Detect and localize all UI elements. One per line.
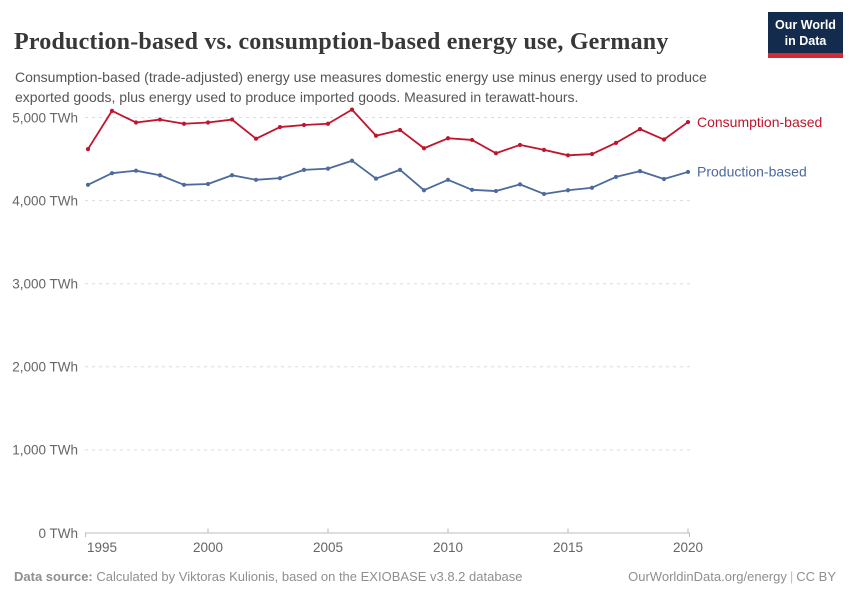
data-point-consumption-based-2005[interactable]: [325, 121, 331, 126]
x-axis-tick-label: 1995: [87, 540, 117, 555]
license-badge: CC BY: [796, 569, 836, 584]
series-label-production-based[interactable]: Production-based: [697, 164, 807, 180]
y-axis-tick-label: 1,000 TWh: [12, 443, 78, 458]
data-point-consumption-based-1998[interactable]: [157, 117, 163, 122]
data-point-production-based-2013[interactable]: [517, 182, 523, 187]
series-line-consumption-based[interactable]: [87, 108, 689, 157]
data-point-consumption-based-2010[interactable]: [445, 136, 451, 141]
data-point-production-based-2020[interactable]: [685, 169, 691, 175]
data-point-consumption-based-2007[interactable]: [373, 133, 379, 138]
data-point-production-based-2007[interactable]: [373, 176, 379, 181]
data-point-consumption-based-2020[interactable]: [685, 119, 691, 125]
data-point-production-based-2019[interactable]: [661, 176, 667, 182]
data-point-production-based-2003[interactable]: [277, 176, 283, 181]
x-axis-tick-label: 2015: [553, 540, 583, 555]
x-axis-tick-label: 2005: [313, 540, 343, 555]
y-axis-tick-label: 4,000 TWh: [12, 193, 78, 208]
owid-logo-line2: in Data: [784, 34, 827, 49]
data-point-production-based-2009[interactable]: [421, 188, 427, 193]
data-point-consumption-based-1999[interactable]: [181, 121, 187, 126]
series-line-production-based[interactable]: [87, 159, 689, 195]
footer-links: OurWorldinData.org/energy | CC BY: [628, 569, 836, 584]
data-point-production-based-1999[interactable]: [181, 182, 187, 187]
y-axis-tick-label: 3,000 TWh: [12, 277, 78, 292]
data-point-consumption-based-2018[interactable]: [637, 127, 643, 132]
data-point-production-based-2004[interactable]: [301, 167, 307, 172]
data-point-production-based-2011[interactable]: [469, 187, 475, 192]
data-point-consumption-based-2011[interactable]: [469, 137, 475, 143]
data-point-consumption-based-1996[interactable]: [109, 108, 115, 113]
data-point-production-based-1995[interactable]: [85, 182, 91, 187]
data-point-consumption-based-2012[interactable]: [493, 151, 499, 156]
footer: Data source: Calculated by Viktoras Kuli…: [14, 569, 836, 584]
data-point-production-based-2000[interactable]: [205, 181, 211, 187]
data-point-production-based-2010[interactable]: [445, 177, 451, 182]
data-point-consumption-based-2000[interactable]: [205, 120, 211, 125]
data-point-consumption-based-2016[interactable]: [589, 151, 595, 157]
data-point-production-based-2018[interactable]: [637, 168, 643, 174]
data-source: Data source: Calculated by Viktoras Kuli…: [14, 569, 523, 584]
data-point-consumption-based-1995[interactable]: [85, 146, 91, 152]
page-title: Production-based vs. consumption-based e…: [14, 29, 669, 56]
owid-logo-line1: Our World: [775, 18, 836, 32]
owid-logo[interactable]: Our World in Data: [768, 12, 843, 58]
data-point-production-based-2015[interactable]: [565, 188, 571, 193]
data-point-consumption-based-2019[interactable]: [661, 137, 667, 142]
data-point-consumption-based-2017[interactable]: [613, 140, 619, 145]
y-axis-tick-label: 0 TWh: [38, 526, 78, 541]
y-axis-tick-label: 2,000 TWh: [12, 360, 78, 375]
x-axis-tick-label: 2000: [193, 540, 223, 555]
page-subtitle: Consumption-based (trade-adjusted) energ…: [15, 69, 707, 106]
data-point-consumption-based-2014[interactable]: [541, 147, 547, 153]
data-point-consumption-based-2001[interactable]: [229, 117, 235, 122]
data-point-production-based-2005[interactable]: [325, 166, 331, 171]
data-point-consumption-based-2013[interactable]: [517, 142, 523, 148]
data-point-production-based-2008[interactable]: [397, 167, 403, 172]
data-point-consumption-based-2004[interactable]: [301, 122, 307, 128]
x-axis-tick-label: 2010: [433, 540, 463, 555]
data-point-consumption-based-1997[interactable]: [133, 120, 139, 125]
data-point-production-based-2016[interactable]: [589, 185, 595, 190]
data-source-text: Calculated by Viktoras Kulionis, based o…: [96, 569, 523, 584]
data-point-production-based-1998[interactable]: [157, 173, 163, 178]
data-point-production-based-2014[interactable]: [541, 191, 547, 197]
data-point-production-based-2017[interactable]: [613, 174, 619, 180]
footer-separator: |: [789, 569, 794, 584]
data-point-consumption-based-2003[interactable]: [277, 124, 283, 130]
line-chart[interactable]: 0 TWh 1,000 TWh 2,000 TWh 3,000 TWh 4,000 TW…: [0, 95, 850, 570]
data-point-production-based-2002[interactable]: [253, 177, 259, 182]
series-label-consumption-based[interactable]: Consumption-based: [697, 114, 822, 130]
y-axis-tick-label: 5,000 TWh: [12, 110, 78, 125]
data-point-production-based-2001[interactable]: [229, 173, 235, 178]
data-point-production-based-2006[interactable]: [349, 158, 355, 163]
data-point-consumption-based-2009[interactable]: [421, 146, 427, 151]
data-point-production-based-1997[interactable]: [133, 168, 139, 173]
x-axis-tick-label: 2020: [673, 540, 703, 555]
data-point-production-based-2012[interactable]: [493, 188, 499, 194]
data-point-consumption-based-2015[interactable]: [565, 153, 571, 158]
data-source-label: Data source:: [14, 569, 93, 584]
data-point-consumption-based-2002[interactable]: [253, 136, 259, 141]
data-point-production-based-1996[interactable]: [109, 171, 115, 176]
data-point-consumption-based-2006[interactable]: [349, 107, 355, 112]
data-point-consumption-based-2008[interactable]: [397, 127, 403, 133]
owid-url-link[interactable]: OurWorldinData.org/energy: [628, 569, 787, 584]
